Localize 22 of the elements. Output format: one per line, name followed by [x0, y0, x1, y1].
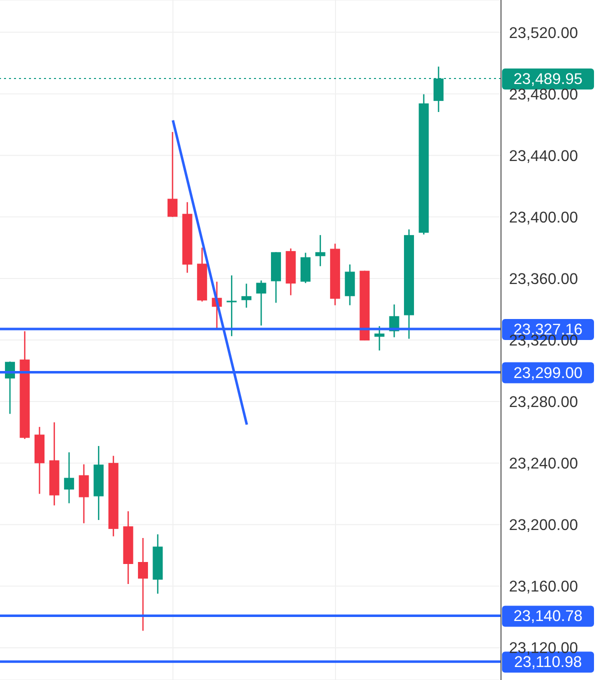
candlestick [64, 452, 74, 504]
ref-line-label: 23,489.95 [514, 71, 582, 88]
y-tick-label: 23,240.00 [509, 456, 578, 473]
ref-line-label: 23,299.00 [514, 364, 583, 382]
y-tick-label: 23,160.00 [509, 578, 578, 596]
y-tick-label: 23,200.00 [509, 517, 578, 534]
y-tick-label: 23,480.00 [509, 86, 578, 104]
candlestick [374, 326, 384, 352]
candlestick [168, 131, 178, 218]
y-tick-label: 23,440.00 [509, 148, 578, 165]
candlestick [256, 280, 266, 326]
candlestick [315, 234, 326, 267]
ref-line-label: 23,110.98 [514, 654, 582, 672]
candlestick [241, 283, 252, 308]
y-tick-label: 23,280.00 [509, 394, 578, 412]
y-tick-label: 23,400.00 [509, 209, 578, 226]
y-tick-label: 23,520.00 [509, 24, 578, 42]
candlestick [226, 274, 237, 337]
y-tick-label: 23,360.00 [509, 270, 578, 288]
ref-line-label: 23,140.78 [514, 608, 582, 626]
candlestick [138, 537, 148, 632]
candlestick [78, 464, 89, 524]
